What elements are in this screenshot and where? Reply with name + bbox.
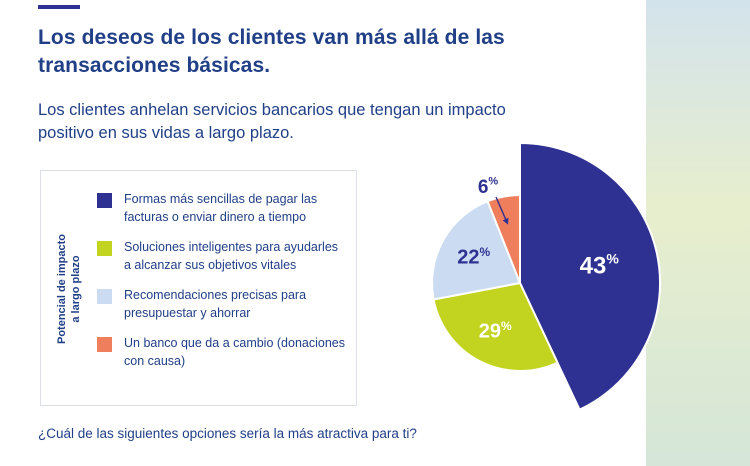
pie-label-3: 22% <box>457 245 490 269</box>
pie-slice-4 <box>486 193 521 284</box>
legend-swatch <box>97 289 112 304</box>
question-text: ¿Cuál de las siguientes opciones sería l… <box>38 426 417 441</box>
gradient-band <box>646 0 750 466</box>
legend-item: Un banco que da a cambio (donaciones con… <box>97 335 349 370</box>
legend-item-label: Formas más sencillas de pagar las factur… <box>124 192 318 224</box>
axis-label-line-1: Potencial de impacto <box>56 233 68 345</box>
axis-label-line-2: a largo plazo <box>70 255 83 323</box>
pie-slice-3 <box>431 199 522 301</box>
pie-label-1: 43% <box>580 251 620 279</box>
page-title: Los deseos de los clientes van más allá … <box>38 26 505 77</box>
legend-list: Formas más sencillas de pagar las factur… <box>97 191 349 370</box>
callout-arrow-head <box>502 217 509 225</box>
pie-slice-2 <box>432 281 559 372</box>
legend-item-label: Recomendaciones precisas para presupuest… <box>124 288 307 320</box>
legend-item: Recomendaciones precisas para presupuest… <box>97 287 349 322</box>
legend-item-label: Un banco que da a cambio (donaciones con… <box>124 336 345 368</box>
accent-bar <box>38 5 80 9</box>
pie-slice-1 <box>519 141 662 412</box>
legend-swatch <box>97 241 112 256</box>
legend-swatch <box>97 193 112 208</box>
callout-arrow-line <box>495 196 507 221</box>
pie-label-2: 29% <box>479 319 512 343</box>
pie-chart: 43% 29% 22% 6% <box>431 141 662 412</box>
legend-item-label: Soluciones inteligentes para ayudarles a… <box>124 240 339 272</box>
legend-item: Formas más sencillas de pagar las factur… <box>97 191 349 226</box>
legend-swatch <box>97 337 112 352</box>
impact-axis-label: Potencial de impacto a largo plazo <box>55 214 85 364</box>
legend-item: Soluciones inteligentes para ayudarles a… <box>97 239 349 274</box>
legend-box: Potencial de impacto a largo plazo Forma… <box>40 170 357 406</box>
pie-label-4: 6% <box>478 176 499 198</box>
subtitle: Los clientes anhelan servicios bancarios… <box>38 101 506 142</box>
